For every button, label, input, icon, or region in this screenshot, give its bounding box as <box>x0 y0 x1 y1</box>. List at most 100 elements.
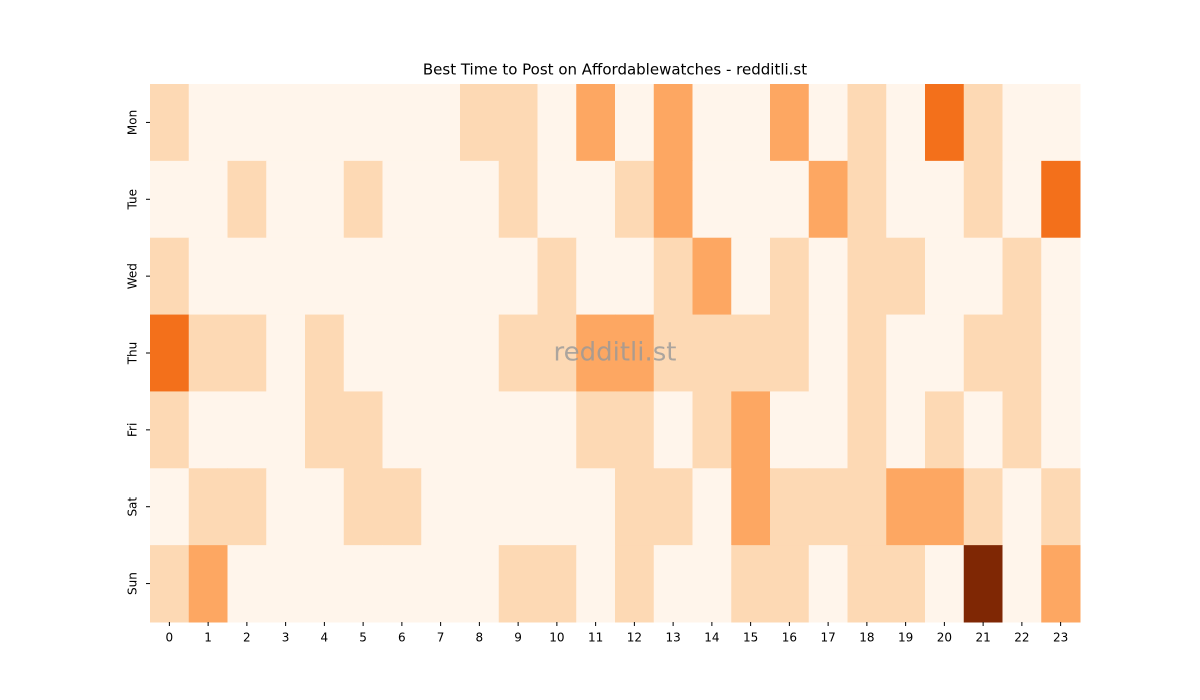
heatmap-cell <box>731 545 771 623</box>
heatmap-cell <box>1002 84 1042 162</box>
heatmap-cell <box>808 160 848 239</box>
heatmap-cell <box>1041 545 1081 623</box>
heatmap-cell <box>1041 237 1081 316</box>
heatmap-cell <box>227 391 267 469</box>
heatmap-cell <box>692 84 732 162</box>
heatmap-cell <box>460 391 500 469</box>
heatmap-cell <box>460 84 500 162</box>
heatmap-cell <box>382 237 422 316</box>
x-tick-label: 18 <box>859 631 874 645</box>
heatmap-cell <box>537 237 577 316</box>
heatmap-cell <box>188 84 228 162</box>
heatmap-cell <box>615 314 655 392</box>
heatmap-cell <box>498 237 538 316</box>
heatmap-cell <box>847 314 887 392</box>
heatmap-cell <box>537 391 577 469</box>
heatmap-cell <box>266 237 306 316</box>
heatmap-cell <box>576 160 616 239</box>
heatmap-cell <box>266 468 306 546</box>
heatmap-cell <box>808 468 848 546</box>
heatmap-cell <box>150 545 190 623</box>
heatmap-cell <box>653 314 693 392</box>
heatmap-cell <box>188 468 228 546</box>
heatmap-cell <box>692 314 732 392</box>
heatmap-cell <box>615 468 655 546</box>
heatmap-cell <box>653 545 693 623</box>
heatmap-cell <box>925 237 965 316</box>
heatmap-cell <box>615 84 655 162</box>
heatmap-cell <box>615 391 655 469</box>
heatmap-cell <box>227 314 267 392</box>
heatmap-cell <box>615 237 655 316</box>
heatmap-cell <box>537 314 577 392</box>
heatmap-cell <box>343 545 383 623</box>
heatmap-cell <box>305 237 345 316</box>
heatmap-cell <box>498 314 538 392</box>
heatmap-cell <box>343 84 383 162</box>
heatmap-cell <box>498 391 538 469</box>
heatmap-cell <box>343 160 383 239</box>
y-tick-label: Tue <box>126 189 140 211</box>
heatmap-cell <box>421 545 461 623</box>
x-tick-label: 6 <box>398 631 406 645</box>
x-tick-label: 19 <box>898 631 913 645</box>
heatmap-cell <box>770 237 810 316</box>
heatmap-cell <box>1002 314 1042 392</box>
heatmap-cell <box>1002 160 1042 239</box>
heatmap-cell <box>731 391 771 469</box>
heatmap-cell <box>808 237 848 316</box>
heatmap-cell <box>382 545 422 623</box>
heatmap-cell <box>731 314 771 392</box>
heatmap-cell <box>770 468 810 546</box>
x-tick-label: 1 <box>204 631 212 645</box>
x-tick-label: 21 <box>975 631 990 645</box>
heatmap-cell <box>808 545 848 623</box>
heatmap-cell <box>537 468 577 546</box>
heatmap-cell <box>382 314 422 392</box>
y-tick-label: Sun <box>126 572 140 595</box>
heatmap-cell <box>692 237 732 316</box>
heatmap-cell <box>460 545 500 623</box>
heatmap-cell <box>537 545 577 623</box>
heatmap-cell <box>188 160 228 239</box>
heatmap-cell <box>227 545 267 623</box>
heatmap-cell <box>886 160 926 239</box>
heatmap-cell <box>460 160 500 239</box>
heatmap-cell <box>576 391 616 469</box>
heatmap-cell <box>576 468 616 546</box>
heatmap-cell <box>653 468 693 546</box>
heatmap-cell <box>421 391 461 469</box>
heatmap-cell <box>886 468 926 546</box>
heatmap-cell <box>266 84 306 162</box>
heatmap-cell <box>537 84 577 162</box>
heatmap-cell <box>421 314 461 392</box>
heatmap-cell <box>227 160 267 239</box>
heatmap-cell <box>847 84 887 162</box>
heatmap-cell <box>188 314 228 392</box>
heatmap-cell <box>305 314 345 392</box>
heatmap-cell <box>886 391 926 469</box>
heatmap-cell <box>615 160 655 239</box>
heatmap-cell <box>382 391 422 469</box>
heatmap-cell <box>963 314 1003 392</box>
heatmap-cell <box>653 160 693 239</box>
heatmap-cell <box>692 391 732 469</box>
heatmap-cell <box>150 160 190 239</box>
heatmap-cell <box>576 314 616 392</box>
heatmap-cell <box>421 84 461 162</box>
heatmap-cell <box>692 468 732 546</box>
heatmap-cell <box>498 468 538 546</box>
heatmap-cell <box>1041 160 1081 239</box>
axes: 0 1 2 3 4 5 6 7 8 9 10 11 12 13 14 15 16 17 18 19 20 21 22 23Mo… <box>126 110 1069 645</box>
x-tick-label: 22 <box>1014 631 1029 645</box>
heatmap-cell <box>963 84 1003 162</box>
heatmap-cell <box>808 314 848 392</box>
heatmap-cell <box>498 84 538 162</box>
x-tick-label: 5 <box>359 631 367 645</box>
heatmap-cell <box>460 237 500 316</box>
heatmap-cell <box>925 160 965 239</box>
heatmap-cell <box>188 391 228 469</box>
heatmap-cell <box>343 391 383 469</box>
heatmap-cell <box>808 391 848 469</box>
